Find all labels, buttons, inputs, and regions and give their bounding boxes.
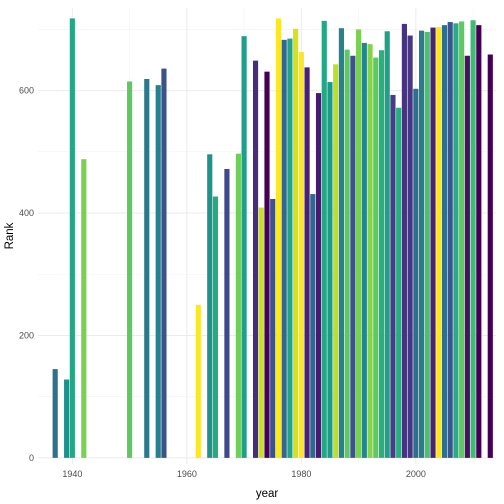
bar	[64, 379, 70, 458]
bar	[333, 64, 339, 458]
bar	[378, 50, 385, 458]
bar	[350, 55, 356, 458]
bar	[298, 52, 304, 458]
bar	[418, 30, 425, 458]
bar	[252, 60, 259, 458]
bar	[441, 25, 448, 458]
bar	[384, 31, 390, 458]
bar	[321, 20, 327, 458]
y-tick-label: 400	[19, 208, 34, 218]
bar	[470, 20, 476, 458]
bar	[281, 39, 287, 458]
bar	[401, 23, 407, 458]
bar	[338, 28, 345, 458]
bar	[304, 67, 310, 458]
bar	[413, 88, 419, 458]
y-tick-label: 200	[19, 330, 34, 340]
bar	[344, 49, 350, 458]
y-tick-label: 0	[29, 453, 34, 463]
bar	[161, 68, 167, 458]
bar	[264, 71, 270, 458]
y-axis-title: Rank	[4, 222, 16, 249]
bar	[361, 42, 367, 458]
bar	[270, 198, 276, 458]
bar	[424, 31, 430, 458]
bar	[155, 85, 161, 458]
bar	[390, 94, 396, 458]
bar	[287, 38, 293, 458]
bar	[258, 207, 264, 458]
bar	[453, 23, 459, 458]
bar	[367, 44, 373, 458]
bar	[436, 26, 442, 458]
bar	[241, 36, 247, 458]
bar	[396, 107, 402, 458]
bar	[69, 18, 75, 458]
bar	[195, 304, 201, 458]
x-axis-title: year	[256, 488, 279, 500]
bar	[127, 81, 133, 458]
bar	[487, 54, 493, 458]
bar	[81, 159, 87, 458]
bar	[407, 35, 413, 458]
bar	[327, 82, 333, 458]
bar	[310, 194, 316, 458]
bar	[430, 27, 436, 458]
bar	[212, 196, 219, 458]
bar-series	[52, 18, 493, 458]
bar	[275, 18, 282, 458]
x-axis-ticks: 1940 1960 1980 2000	[62, 469, 426, 479]
bar	[476, 25, 482, 458]
bar	[52, 369, 58, 458]
y-axis-ticks: 0 200 400 600	[19, 86, 34, 463]
x-tick-label: 1940	[62, 469, 82, 479]
bar	[373, 57, 379, 458]
x-tick-label: 1980	[291, 469, 311, 479]
bar	[224, 168, 230, 458]
bar	[447, 22, 453, 458]
y-tick-label: 600	[19, 86, 34, 96]
bar	[464, 55, 470, 458]
bar	[293, 28, 299, 458]
bar	[315, 93, 322, 458]
x-tick-label: 1960	[177, 469, 197, 479]
x-tick-label: 2000	[406, 469, 426, 479]
bar	[356, 29, 362, 458]
bar	[144, 79, 150, 458]
bar	[235, 153, 241, 458]
bar	[207, 154, 213, 458]
bar	[459, 21, 465, 458]
